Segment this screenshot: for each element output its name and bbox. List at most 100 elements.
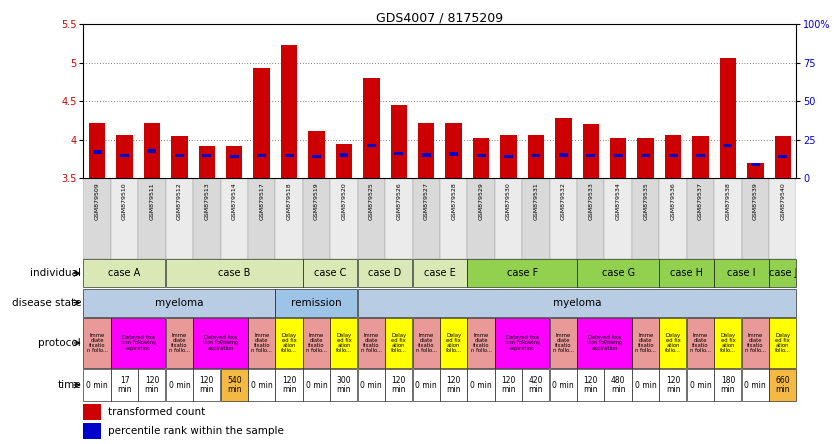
Text: 120
min: 120 min (282, 376, 296, 394)
Bar (358, 369, 384, 401)
Bar (220, 369, 248, 401)
Bar (769, 369, 796, 401)
Text: GSM879532: GSM879532 (560, 182, 565, 220)
Bar (714, 178, 741, 259)
Text: GSM879511: GSM879511 (149, 182, 154, 220)
Text: 0 min: 0 min (690, 381, 711, 389)
Bar (193, 369, 220, 401)
Text: GSM879520: GSM879520 (341, 182, 346, 220)
Bar (467, 318, 495, 368)
Bar (741, 369, 769, 401)
Bar (769, 259, 796, 287)
Bar (610, 138, 626, 178)
Bar (358, 318, 384, 368)
Text: GSM879517: GSM879517 (259, 182, 264, 220)
Text: GSM879510: GSM879510 (122, 182, 127, 220)
Text: 0 min: 0 min (745, 381, 766, 389)
Bar (586, 154, 595, 158)
Bar (723, 144, 732, 147)
Bar (303, 318, 330, 368)
Text: Delay
ed fix
ation
follo...: Delay ed fix ation follo... (336, 333, 352, 353)
Bar (166, 369, 193, 401)
Text: GSM879536: GSM879536 (671, 182, 676, 220)
Bar (83, 318, 111, 368)
Bar (686, 369, 714, 401)
Bar (275, 318, 303, 368)
Bar (665, 135, 681, 178)
Bar (778, 155, 787, 158)
Text: Delayed fixa
tion following
aspiration: Delayed fixa tion following aspiration (121, 335, 156, 351)
Text: GSM879509: GSM879509 (94, 182, 99, 220)
Bar (769, 318, 796, 368)
Bar (89, 123, 105, 178)
Text: 420
min: 420 min (529, 376, 543, 394)
Text: remission: remission (291, 297, 342, 308)
Bar (193, 318, 248, 368)
Bar (696, 154, 705, 158)
Bar (229, 155, 239, 158)
Text: Imme
diate
fixatio
n follo...: Imme diate fixatio n follo... (169, 333, 190, 353)
Bar (500, 135, 517, 178)
Bar (83, 369, 111, 401)
Text: 480
min: 480 min (611, 376, 626, 394)
Bar (367, 144, 376, 147)
Bar (138, 369, 165, 401)
Text: Imme
diate
fixatio
n follo...: Imme diate fixatio n follo... (361, 333, 382, 353)
Text: Imme
diate
fixatio
n follo...: Imme diate fixatio n follo... (553, 333, 574, 353)
Text: case B: case B (218, 268, 250, 278)
Bar (495, 318, 550, 368)
Bar (686, 318, 714, 368)
Bar (111, 178, 138, 259)
Bar (248, 318, 275, 368)
Text: case J: case J (768, 268, 797, 278)
Bar (166, 318, 193, 368)
Text: GSM879518: GSM879518 (287, 182, 292, 220)
Text: Imme
diate
fixatio
n follo...: Imme diate fixatio n follo... (745, 333, 766, 353)
Bar (495, 178, 522, 259)
Text: 0 min: 0 min (168, 381, 190, 389)
Bar (467, 259, 577, 287)
Bar (175, 154, 184, 158)
Bar (550, 369, 577, 401)
Bar (582, 123, 599, 178)
Bar (83, 423, 101, 439)
Text: 0 min: 0 min (552, 381, 575, 389)
Text: GSM879527: GSM879527 (424, 182, 429, 220)
Bar (522, 178, 550, 259)
Text: GSM879512: GSM879512 (177, 182, 182, 220)
Bar (303, 259, 358, 287)
Bar (660, 369, 686, 401)
Bar (445, 123, 462, 178)
Text: 120
min: 120 min (666, 376, 681, 394)
Bar (339, 153, 349, 157)
Bar (413, 259, 467, 287)
Title: GDS4007 / 8175209: GDS4007 / 8175209 (376, 12, 504, 24)
Text: 0 min: 0 min (360, 381, 382, 389)
Bar (275, 289, 358, 317)
Text: 120
min: 120 min (501, 376, 515, 394)
Bar (303, 178, 330, 259)
Bar (714, 369, 741, 401)
Text: Imme
diate
fixatio
n follo...: Imme diate fixatio n follo... (416, 333, 437, 353)
Text: GSM879519: GSM879519 (314, 182, 319, 220)
Bar (358, 178, 385, 259)
Bar (473, 138, 490, 178)
Bar (83, 289, 275, 317)
Bar (248, 178, 275, 259)
Bar (226, 146, 243, 178)
Bar (751, 163, 760, 166)
Text: 0 min: 0 min (415, 381, 437, 389)
Text: 660
min: 660 min (776, 376, 790, 394)
Bar (138, 178, 166, 259)
Text: GSM879534: GSM879534 (615, 182, 620, 220)
Bar (111, 318, 165, 368)
Text: 0 min: 0 min (305, 381, 328, 389)
Text: case G: case G (601, 268, 635, 278)
Text: Imme
diate
fixatio
n follo...: Imme diate fixatio n follo... (470, 333, 491, 353)
Bar (171, 136, 188, 178)
Text: 120
min: 120 min (391, 376, 406, 394)
Text: case E: case E (424, 268, 456, 278)
Bar (385, 318, 412, 368)
Bar (248, 369, 275, 401)
Text: GSM879539: GSM879539 (753, 182, 758, 220)
